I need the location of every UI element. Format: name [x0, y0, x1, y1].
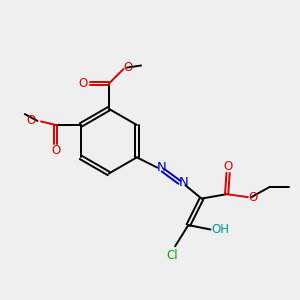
Text: O: O [79, 77, 88, 90]
Text: N: N [157, 161, 167, 174]
Text: O: O [248, 190, 257, 204]
Text: O: O [26, 114, 36, 127]
Text: O: O [123, 61, 133, 74]
Text: Cl: Cl [166, 249, 178, 262]
Text: O: O [51, 144, 60, 157]
Text: OH: OH [212, 223, 230, 236]
Text: O: O [224, 160, 233, 173]
Text: N: N [179, 176, 189, 189]
